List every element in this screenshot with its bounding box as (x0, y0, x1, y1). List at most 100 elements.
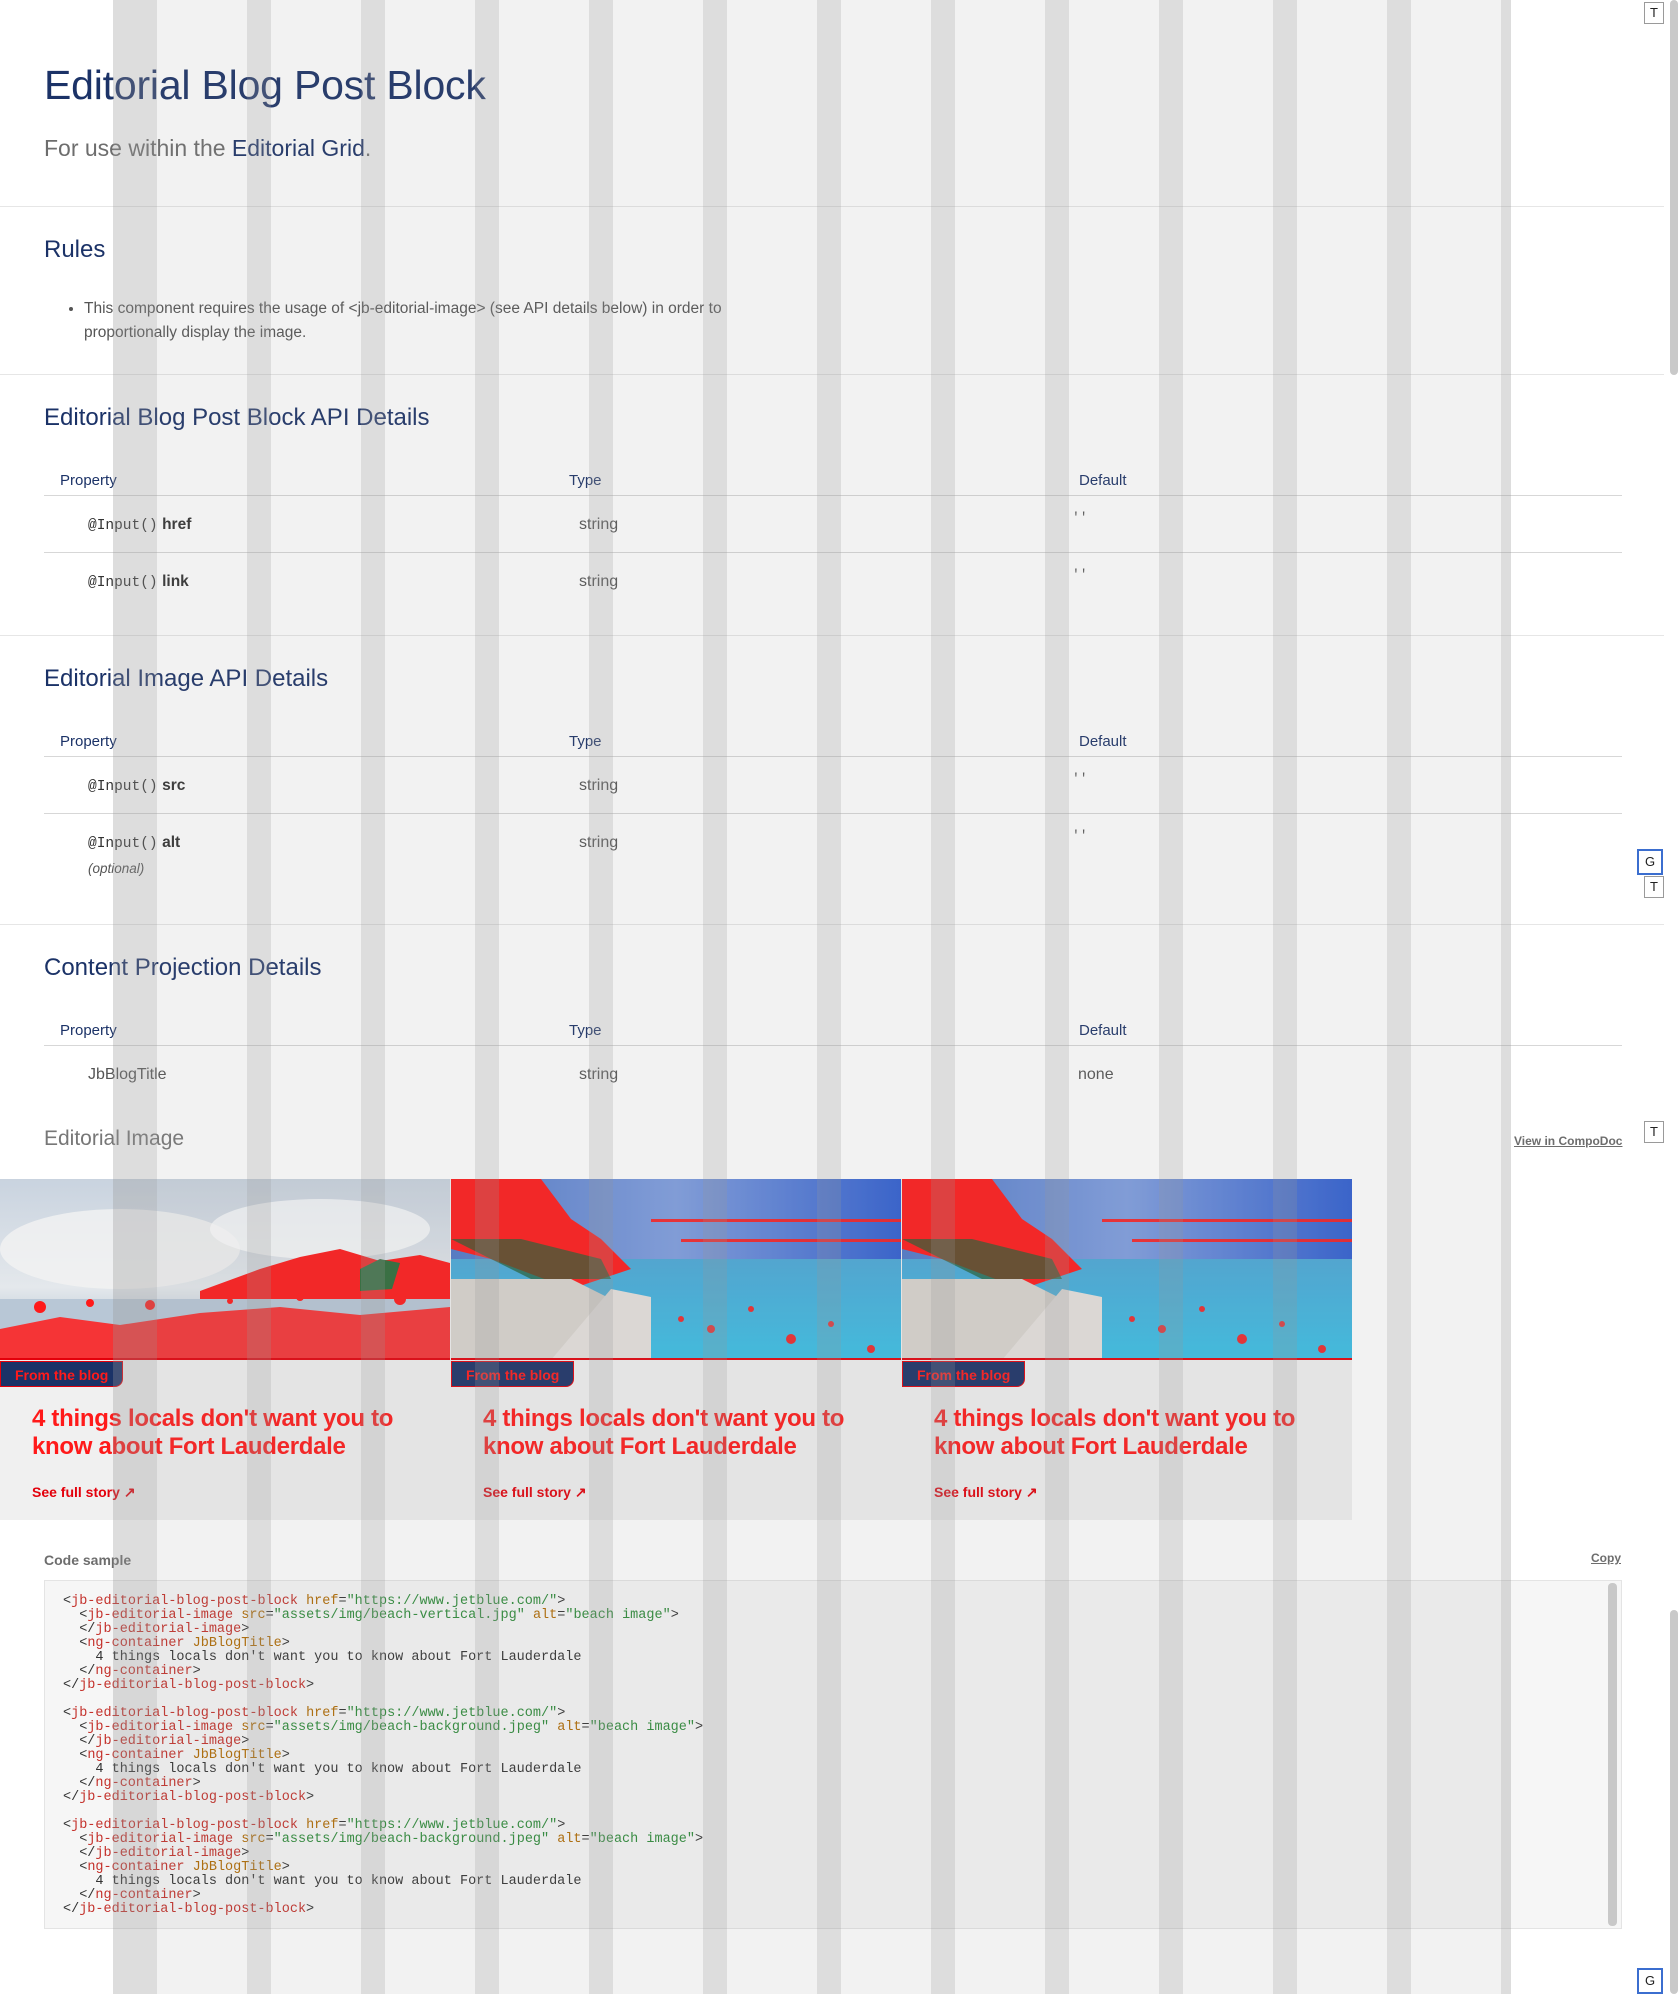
toggle-typography-button[interactable]: T (1644, 1121, 1664, 1143)
property-cell: @Input() src (88, 777, 185, 795)
blog-post-card[interactable]: From the blog 4 things locals don't want… (451, 1179, 901, 1520)
card-image (451, 1179, 901, 1360)
compodoc-link[interactable]: View in CompoDoc (1514, 1134, 1622, 1148)
table-header: Property Type Default (44, 460, 1622, 496)
rules-list: This component requires the usage of <jb… (84, 297, 804, 345)
header-default: Default (1079, 1022, 1127, 1039)
see-full-story-link[interactable]: See full story ↗ (32, 1484, 136, 1501)
blog-badge: From the blog (451, 1361, 574, 1387)
blog-title[interactable]: 4 things locals don't want you to know a… (934, 1405, 1334, 1461)
rule-item: This component requires the usage of <jb… (84, 297, 804, 345)
header-type: Type (569, 1022, 602, 1039)
divider (0, 206, 1664, 207)
default-cell: '' (1072, 510, 1088, 525)
type-cell: string (579, 516, 618, 534)
decorator: @Input() (88, 779, 158, 795)
toggle-typography-button[interactable]: T (1644, 876, 1664, 898)
copy-button[interactable]: Copy (1591, 1551, 1621, 1565)
subtitle-prefix: For use within the (44, 135, 232, 161)
property-name: link (162, 573, 189, 590)
arrow-up-right-icon: ↗ (575, 1484, 587, 1500)
header-type: Type (569, 733, 602, 750)
type-cell: string (579, 834, 618, 852)
default-cell: '' (1072, 771, 1088, 786)
image-api-title: Editorial Image API Details (44, 665, 328, 693)
default-cell: none (1078, 1066, 1114, 1084)
decorator: @Input() (88, 836, 158, 852)
subtitle-suffix: . (365, 135, 371, 161)
beach-image (0, 1179, 450, 1360)
toggle-typography-button[interactable]: T (1644, 2, 1664, 24)
property-name: alt (162, 834, 180, 851)
decorator: @Input() (88, 575, 158, 591)
header-property: Property (60, 472, 117, 489)
image-api-table: Property Type Default @Input() src strin… (44, 721, 1622, 884)
see-full-story-link[interactable]: See full story ↗ (934, 1484, 1038, 1501)
divider (0, 635, 1664, 636)
table-row: @Input() link string '' (44, 553, 1622, 610)
type-cell: string (579, 1066, 618, 1084)
header-type: Type (569, 472, 602, 489)
property-cell: @Input() href (88, 516, 191, 534)
card-image (0, 1179, 450, 1360)
code-block[interactable]: <jb-editorial-blog-post-block href="http… (44, 1580, 1622, 1929)
cta-label: See full story (32, 1484, 120, 1500)
hero: Editorial Blog Post Block For use within… (44, 62, 486, 162)
editorial-grid-link[interactable]: Editorial Grid (232, 135, 365, 161)
beach-image (451, 1179, 901, 1360)
optional-note: (optional) (88, 861, 144, 876)
rules-title: Rules (44, 236, 105, 264)
page-subtitle: For use within the Editorial Grid. (44, 135, 486, 162)
blog-api-title: Editorial Blog Post Block API Details (44, 404, 430, 432)
property-name: src (162, 777, 185, 794)
blog-post-card[interactable]: From the blog 4 things locals don't want… (902, 1179, 1352, 1520)
toggle-grid-button[interactable]: G (1637, 849, 1663, 875)
demo-title: Editorial Image (44, 1127, 184, 1151)
divider (0, 924, 1664, 925)
card-image (902, 1179, 1352, 1360)
page-title: Editorial Blog Post Block (44, 62, 486, 109)
projection-title: Content Projection Details (44, 954, 321, 982)
demo-area: From the blog 4 things locals don't want… (0, 1179, 1352, 1520)
code-content: <jb-editorial-blog-post-block href="http… (63, 1595, 703, 1917)
decorator: @Input() (88, 518, 158, 534)
default-cell: '' (1072, 828, 1088, 843)
table-row: @Input() alt (optional) string '' (44, 814, 1622, 884)
header-default: Default (1079, 472, 1127, 489)
property-name: href (162, 516, 191, 533)
property-cell: @Input() alt (88, 834, 180, 852)
projection-table: Property Type Default JbBlogTitle string… (44, 1010, 1622, 1103)
divider (0, 374, 1664, 375)
toggle-grid-button[interactable]: G (1637, 1968, 1663, 1994)
table-row: @Input() src string '' (44, 757, 1622, 814)
property-cell: @Input() link (88, 573, 189, 591)
code-sample-label: Code sample (44, 1552, 131, 1568)
table-row: JbBlogTitle string none (44, 1046, 1622, 1103)
table-header: Property Type Default (44, 1010, 1622, 1046)
header-property: Property (60, 733, 117, 750)
property-cell: JbBlogTitle (88, 1066, 167, 1084)
arrow-up-right-icon: ↗ (1026, 1484, 1038, 1500)
blog-title[interactable]: 4 things locals don't want you to know a… (483, 1405, 883, 1461)
page-scrollbar[interactable] (1670, 0, 1678, 375)
default-cell: '' (1072, 567, 1088, 582)
blog-api-table: Property Type Default @Input() href stri… (44, 460, 1622, 610)
beach-image (902, 1179, 1352, 1360)
blog-post-card[interactable]: From the blog 4 things locals don't want… (0, 1179, 450, 1520)
cta-label: See full story (483, 1484, 571, 1500)
header-property: Property (60, 1022, 117, 1039)
table-row: @Input() href string '' (44, 496, 1622, 553)
type-cell: string (579, 777, 618, 795)
blog-title[interactable]: 4 things locals don't want you to know a… (32, 1405, 432, 1461)
page-scrollbar[interactable] (1670, 1610, 1678, 1994)
header-default: Default (1079, 733, 1127, 750)
type-cell: string (579, 573, 618, 591)
table-header: Property Type Default (44, 721, 1622, 757)
see-full-story-link[interactable]: See full story ↗ (483, 1484, 587, 1501)
arrow-up-right-icon: ↗ (124, 1484, 136, 1500)
blog-badge: From the blog (0, 1361, 123, 1387)
code-scrollbar[interactable] (1608, 1583, 1617, 1926)
blog-badge: From the blog (902, 1361, 1025, 1387)
cta-label: See full story (934, 1484, 1022, 1500)
